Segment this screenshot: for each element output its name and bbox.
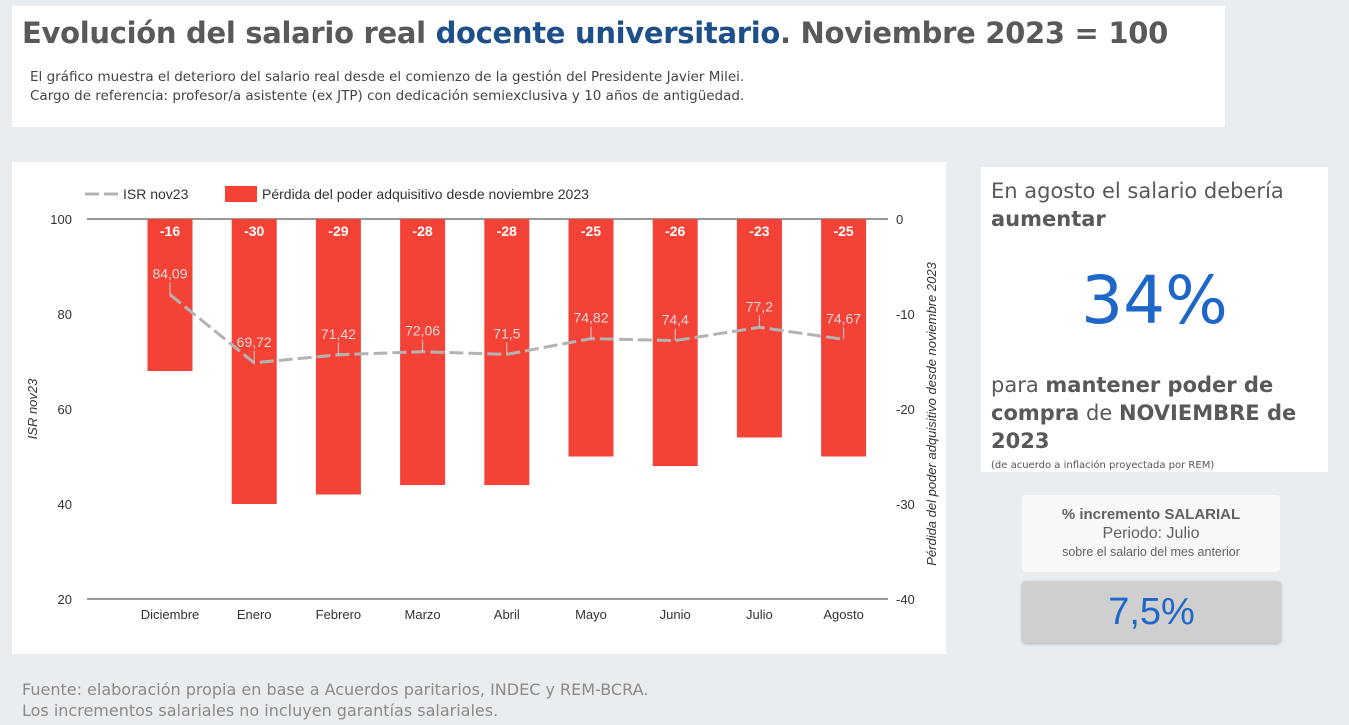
increment-description: sobre el salario del mes anterior xyxy=(1062,545,1240,559)
line-data-label: 74,67 xyxy=(826,310,861,326)
subtitle-line-1: El gráfico muestra el deterioro del sala… xyxy=(30,69,745,85)
bar-data-label: -23 xyxy=(749,223,769,239)
x-tick-label: Enero xyxy=(237,607,272,622)
line-data-label: 71,42 xyxy=(321,326,356,342)
page-subtitle: El gráfico muestra el deterioro del sala… xyxy=(30,68,744,106)
increment-card: % incremento SALARIAL Periodo: Julio sob… xyxy=(1022,495,1280,572)
footer-note: Los incrementos salariales no incluyen g… xyxy=(22,701,499,720)
line-data-label: 69,72 xyxy=(237,334,272,350)
y2-tick-label: 0 xyxy=(896,212,903,227)
line-data-label: 74,4 xyxy=(662,312,689,328)
bar-data-label: -28 xyxy=(497,223,517,239)
x-tick-label: Marzo xyxy=(405,607,441,622)
required-increase-value: 34% xyxy=(1081,262,1228,339)
header-card: Evolución del salario real docente unive… xyxy=(12,6,1225,127)
line-data-label: 72,06 xyxy=(405,323,440,339)
y2-axis-title: Pérdida del poder adquisitivo desde novi… xyxy=(924,261,939,565)
bar-data-label: -25 xyxy=(581,223,601,239)
y-tick-label: 100 xyxy=(50,212,72,227)
x-tick-label: Mayo xyxy=(575,607,607,622)
y-tick-label: 20 xyxy=(58,592,72,607)
increment-value-box: 7,5% xyxy=(1022,581,1281,643)
legend-bar-swatch xyxy=(225,186,257,202)
x-tick-label: Junio xyxy=(660,607,691,622)
x-tick-label: Julio xyxy=(746,607,773,622)
info-card: En agosto el salario debería aumentar 34… xyxy=(981,167,1328,472)
y-tick-label: 40 xyxy=(58,497,72,512)
y2-tick-label: -10 xyxy=(896,307,915,322)
info-body: para mantener poder de compra de NOVIEMB… xyxy=(991,373,1297,453)
increment-period: Periodo: Julio xyxy=(1102,525,1200,542)
x-tick-label: Abril xyxy=(494,607,520,622)
salary-chart: 100 80 60 40 20 0 -10 -20 -30 -40 ISR nov23 Pérdida… xyxy=(25,186,939,622)
y-axis-title: ISR nov23 xyxy=(25,378,40,439)
bar-data-label: -30 xyxy=(244,223,264,239)
line-data-label: 84,09 xyxy=(152,266,187,282)
y2-tick-label: -30 xyxy=(896,497,915,512)
info-heading: En agosto el salario debería aumentar xyxy=(991,179,1284,231)
increment-value: 7,5% xyxy=(1108,591,1195,633)
y-tick-label: 80 xyxy=(58,307,72,322)
bar-data-label: -26 xyxy=(665,223,685,239)
bar-data-label: -25 xyxy=(833,223,853,239)
info-note: (de acuerdo a inflación proyectada por R… xyxy=(991,460,1215,471)
bar-data-label: -28 xyxy=(412,223,432,239)
legend-bar-label: Pérdida del poder adquisitivo desde novi… xyxy=(262,186,589,202)
x-tick-label: Agosto xyxy=(823,607,863,622)
chart-card: 100 80 60 40 20 0 -10 -20 -30 -40 ISR nov23 Pérdida… xyxy=(12,162,946,654)
legend-line-label: ISR nov23 xyxy=(123,186,189,202)
line-data-label: 74,82 xyxy=(573,310,608,326)
footer: Fuente: elaboración propia en base a Acu… xyxy=(22,679,648,721)
y2-tick-label: -40 xyxy=(896,592,915,607)
footer-source: Fuente: elaboración propia en base a Acu… xyxy=(22,680,649,699)
subtitle-line-2: Cargo de referencia: profesor/a asistent… xyxy=(30,88,745,104)
x-tick-label: Febrero xyxy=(316,607,362,622)
increment-title: % incremento SALARIAL xyxy=(1061,506,1241,523)
line-data-label: 71,5 xyxy=(493,325,520,341)
page-title: Evolución del salario real docente unive… xyxy=(22,16,1168,50)
y-tick-label: 60 xyxy=(58,402,72,417)
bar-data-label: -16 xyxy=(160,223,180,239)
line-data-label: 77,2 xyxy=(746,298,773,314)
bar xyxy=(652,219,698,466)
bar-data-label: -29 xyxy=(328,223,348,239)
y2-tick-label: -20 xyxy=(896,402,915,417)
x-tick-label: Diciembre xyxy=(141,607,200,622)
